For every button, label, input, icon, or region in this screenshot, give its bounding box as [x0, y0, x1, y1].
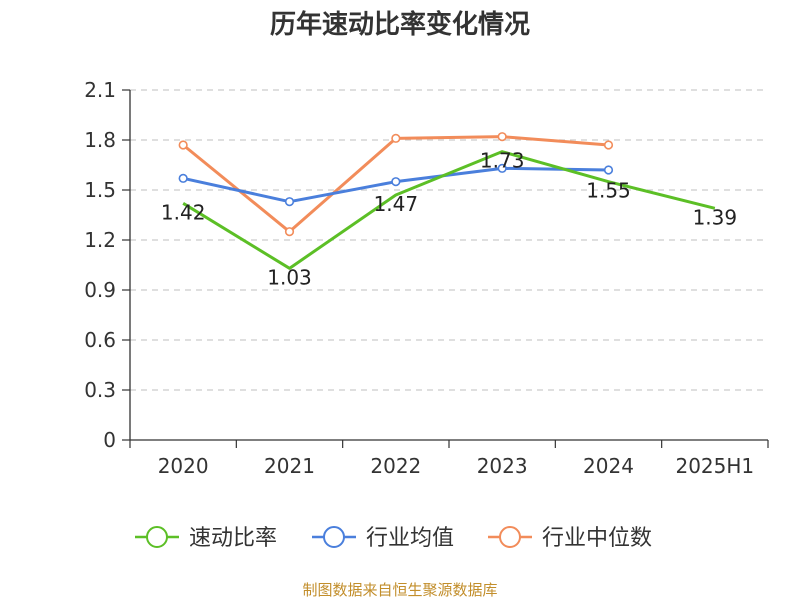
legend-item-2[interactable]: 行业中位数: [488, 526, 652, 551]
series-point-1: [603, 165, 614, 175]
source-note: 制图数据来自恒生聚源数据库: [302, 581, 497, 599]
x-tick-label: 2024: [583, 454, 634, 478]
data-label: 1.03: [267, 265, 312, 289]
legend-item-1[interactable]: 行业均值: [312, 526, 454, 551]
x-tick-label: 2025H1: [675, 454, 754, 478]
legend-marker: [499, 526, 521, 548]
x-tick-label: 2021: [264, 454, 315, 478]
y-tick-label: 0.9: [84, 278, 116, 302]
series-point-2: [178, 140, 188, 150]
series-line-0: [182, 150, 716, 270]
data-label: 1.73: [480, 149, 525, 173]
x-tick-label: 2022: [370, 454, 421, 478]
series-point-1: [178, 173, 188, 183]
legend-label: 行业均值: [366, 526, 454, 551]
legend[interactable]: 速动比率 行业均值 行业中位数: [135, 526, 652, 551]
series-point-2: [284, 227, 295, 237]
series-point-2: [391, 133, 401, 143]
series-point-2: [603, 140, 614, 150]
legend-marker: [146, 526, 168, 548]
series-point-1: [284, 197, 295, 207]
x-tick-label: 2020: [158, 454, 209, 478]
series-point-1: [391, 177, 401, 187]
data-labels: 1.42 1.03 1.47 1.73 1.55 1.39: [161, 149, 737, 290]
legend-label: 速动比率: [189, 526, 277, 551]
y-tick-label: 1.8: [84, 128, 116, 152]
y-tick-label: 0.3: [84, 378, 116, 402]
legend-item-0[interactable]: 速动比率: [135, 526, 277, 551]
legend-label: 行业中位数: [542, 526, 652, 551]
data-label: 1.47: [374, 192, 419, 216]
axes: 0 0.3 0.6 0.9 1.2 1.5 1.8 2.1 2020 2021 2022 2023 20…: [84, 78, 769, 478]
legend-marker: [323, 526, 345, 548]
data-label: 1.39: [693, 205, 738, 229]
data-label: 1.42: [161, 200, 206, 224]
series-point-2: [497, 132, 507, 142]
series-point-1: [497, 163, 507, 173]
y-tick-label: 1.5: [84, 178, 116, 202]
y-tick-label: 0.6: [84, 328, 116, 352]
data-label: 1.55: [586, 179, 631, 203]
y-tick-label: 2.1: [84, 78, 116, 102]
series-layer: [178, 132, 716, 270]
grid-lines: [130, 89, 768, 391]
y-tick-label: 0: [103, 428, 116, 452]
x-tick-label: 2023: [477, 454, 528, 478]
y-tick-label: 1.2: [84, 228, 116, 252]
chart-title: 历年速动比率变化情况: [270, 9, 530, 40]
